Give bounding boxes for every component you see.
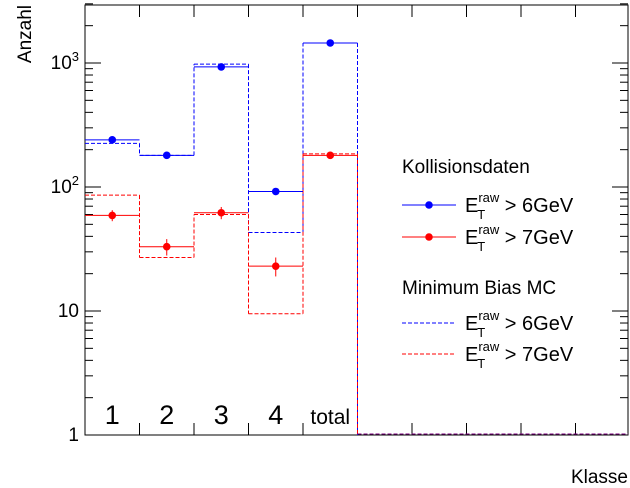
category-label: 2 <box>159 400 174 430</box>
y-tick-exponent: 3 <box>72 49 79 64</box>
data-point <box>108 136 117 144</box>
category-label: total <box>310 406 350 429</box>
data-point <box>217 63 226 71</box>
axis-ticks <box>85 3 628 436</box>
category-label: 1 <box>105 400 120 430</box>
legend-sup: raw <box>478 339 500 354</box>
legend-label: Eraw T > 7GeV <box>465 339 574 371</box>
legend-sub: T <box>477 325 485 340</box>
legend-sup: raw <box>478 308 500 323</box>
data-point <box>108 211 117 220</box>
legend-sup: raw <box>478 190 500 205</box>
x-axis-label: Klasse <box>571 467 628 488</box>
data-point <box>162 242 171 251</box>
y-tick-label: 1 <box>68 425 79 446</box>
plot-frame-border <box>84 4 629 436</box>
category-label: 3 <box>214 400 229 430</box>
legend-marker <box>425 233 433 241</box>
category-label: 4 <box>268 400 283 430</box>
plot-frame <box>84 4 629 436</box>
data-point <box>271 262 280 270</box>
legend-title-data: Kollisionsdaten <box>402 157 530 178</box>
legend-cut: > 6GeV <box>499 195 574 217</box>
y-tick-label: 102 <box>51 173 79 198</box>
legend-title-mc: Minimum Bias MC <box>402 278 556 299</box>
legend-label: Eraw T > 6GeV <box>465 190 574 222</box>
y-tick-exponent: 2 <box>72 173 79 188</box>
legend-marker <box>425 201 433 209</box>
legend-cut: > 6GeV <box>499 313 574 335</box>
data-point <box>271 187 280 196</box>
legend-sub: T <box>477 239 485 254</box>
labels: 1 10 102 103 Anzahl Klasse 1 2 3 4 total <box>15 5 628 488</box>
legend-sup: raw <box>478 222 500 237</box>
y-tick-label: 10 <box>58 301 79 322</box>
legend-sub: T <box>477 207 485 222</box>
legend-label: Eraw T > 6GeV <box>465 308 574 340</box>
y-axis-label: Anzahl <box>15 5 36 63</box>
legend-sub: T <box>477 356 485 371</box>
legend-label: Eraw T > 7GeV <box>465 222 574 254</box>
data-point <box>326 39 335 47</box>
data-point <box>162 151 171 160</box>
data-points <box>85 39 358 277</box>
data-point <box>217 208 226 217</box>
y-tick-label: 103 <box>51 49 79 74</box>
data-point <box>326 151 335 160</box>
legend-cut: > 7GeV <box>499 227 574 249</box>
legend-cut: > 7GeV <box>499 344 574 366</box>
